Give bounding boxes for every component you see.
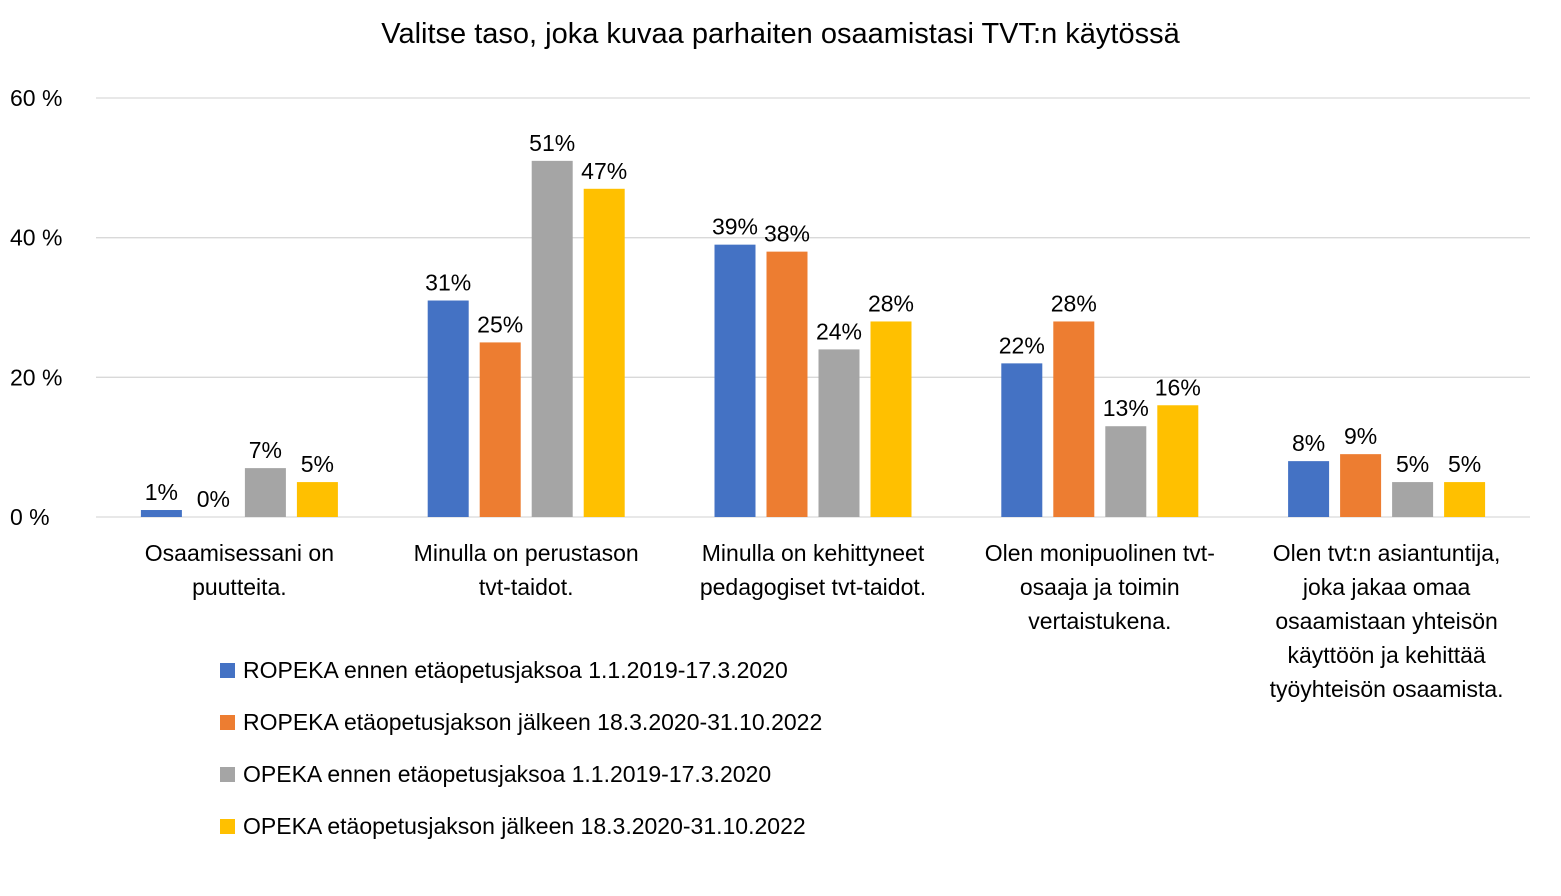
legend-swatch [220, 818, 235, 834]
bar [1157, 405, 1199, 517]
bar [296, 482, 338, 517]
category-label-line: käyttöön ja kehittää [1287, 642, 1486, 668]
category-label-line: Osaamisessani on [144, 540, 334, 566]
bar [1340, 454, 1382, 517]
data-label: 38% [764, 221, 810, 247]
legend-item: OPEKA etäopetusjakson jälkeen 18.3.2020-… [220, 800, 822, 852]
data-label: 16% [1155, 374, 1201, 400]
bar [140, 510, 182, 517]
bar [1392, 482, 1434, 517]
y-tick-label: 20 % [10, 364, 62, 390]
category-label-line: Minulla on kehittyneet [701, 540, 925, 566]
data-label: 51% [529, 130, 575, 156]
data-label: 0% [197, 486, 230, 512]
category-label: Minulla on perustason tvt-taidot. [386, 536, 666, 604]
data-label: 8% [1292, 430, 1325, 456]
data-label: 47% [581, 158, 627, 184]
bar [479, 342, 521, 517]
legend-label: ROPEKA ennen etäopetusjaksoa 1.1.2019-17… [243, 656, 788, 683]
category-label: Osaamisessani on puutteita. [99, 536, 379, 604]
y-tick-label: 0 % [10, 504, 50, 530]
data-label: 5% [1448, 451, 1481, 477]
data-label: 5% [1396, 451, 1429, 477]
category-label-line: osaaja ja toimin [1019, 574, 1180, 600]
bar [818, 349, 860, 517]
category-label-line: Olen tvt:n asiantuntija, [1272, 540, 1501, 566]
legend-item: OPEKA ennen etäopetusjaksoa 1.1.2019-17.… [220, 748, 822, 800]
category-label-line: Olen monipuolinen tvt- [984, 540, 1215, 566]
legend-label: ROPEKA etäopetusjakson jälkeen 18.3.2020… [243, 708, 823, 735]
data-label: 1% [145, 479, 178, 505]
bar [1105, 426, 1147, 517]
category-label-line: työyhteisön osaamista. [1269, 676, 1504, 702]
category-label-line: vertaistukena. [1028, 608, 1172, 634]
data-label: 5% [301, 451, 334, 477]
category-label-line: puutteita. [192, 574, 287, 600]
legend-label: OPEKA ennen etäopetusjaksoa 1.1.2019-17.… [243, 760, 772, 787]
data-label: 31% [425, 270, 471, 296]
data-label: 28% [1051, 290, 1097, 316]
data-label: 9% [1344, 423, 1377, 449]
data-label: 7% [249, 437, 282, 463]
bar [714, 244, 756, 517]
category-label-line: joka jakaa omaa [1302, 574, 1471, 600]
category-label: Olen tvt:n asiantuntija, joka jakaa omaa o… [1247, 536, 1527, 706]
category-label: Minulla on kehittyneet pedagogiset tvt-ta… [673, 536, 953, 604]
data-label: 28% [868, 290, 914, 316]
data-label: 13% [1103, 395, 1149, 421]
legend-swatch [220, 714, 235, 730]
bar [766, 251, 808, 517]
bar [583, 188, 625, 518]
bar [1053, 321, 1095, 517]
bar [870, 321, 912, 517]
data-label: 39% [712, 214, 758, 240]
category-label-line: tvt-taidot. [478, 574, 574, 600]
category-label: Olen monipuolinen tvt-osaaja ja toimin ve… [960, 536, 1240, 638]
bar [244, 468, 286, 517]
y-tick-label: 40 % [10, 225, 62, 251]
legend-swatch [220, 662, 235, 678]
category-label-line: Minulla on perustason [413, 540, 639, 566]
data-label: 25% [477, 311, 523, 337]
bar [427, 300, 469, 517]
chart-title: Valitse taso, joka kuvaa parhaiten osaam… [381, 18, 1180, 50]
data-label: 22% [999, 332, 1045, 358]
bar [1288, 461, 1330, 517]
bar [1444, 482, 1486, 517]
data-label: 24% [816, 318, 862, 344]
legend-item: ROPEKA etäopetusjakson jälkeen 18.3.2020… [220, 696, 822, 748]
category-label-line: pedagogiset tvt-taidot. [699, 574, 927, 600]
y-tick-label: 60 % [10, 85, 62, 111]
legend: ROPEKA ennen etäopetusjaksoa 1.1.2019-17… [220, 644, 822, 852]
legend-swatch [220, 766, 235, 782]
bar [1001, 363, 1043, 517]
legend-label: OPEKA etäopetusjakson jälkeen 18.3.2020-… [243, 812, 806, 839]
category-label-line: osaamistaan yhteisön [1275, 608, 1498, 634]
legend-item: ROPEKA ennen etäopetusjaksoa 1.1.2019-17… [220, 644, 822, 696]
bar [531, 160, 573, 517]
